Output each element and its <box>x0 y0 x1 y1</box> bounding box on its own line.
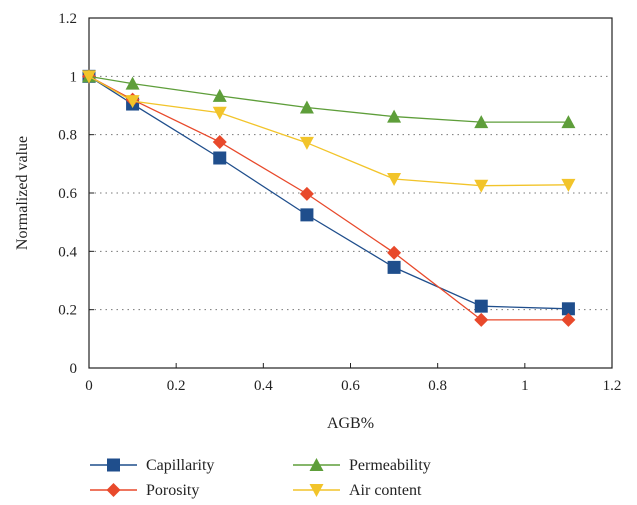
legend-marker <box>107 458 120 472</box>
x-tick-label: 1.2 <box>603 378 622 394</box>
legend-label: Porosity <box>146 482 199 499</box>
y-tick-label: 0.6 <box>58 186 77 202</box>
x-axis-title: AGB% <box>327 415 374 432</box>
data-point <box>125 76 140 90</box>
data-point <box>561 178 576 192</box>
y-tick-labels: 0 0.2 0.4 0.6 0.8 1 1.2 <box>58 11 77 377</box>
data-point <box>212 106 227 120</box>
x-tick-label: 0.8 <box>428 378 447 394</box>
legend-item: Air content <box>293 482 422 499</box>
legend-item: Porosity <box>90 482 199 499</box>
y-tick-label: 0 <box>70 361 78 377</box>
data-point <box>474 115 489 129</box>
series-porosity <box>82 69 576 327</box>
series-line <box>88 75 569 123</box>
x-tick-label: 0.6 <box>341 378 360 394</box>
legend-item: Capillarity <box>90 457 214 474</box>
legend-label: Air content <box>349 482 422 499</box>
x-tick-label: 0.4 <box>254 378 273 394</box>
series-line <box>88 75 569 321</box>
data-point <box>474 179 489 193</box>
data-point <box>561 115 576 129</box>
y-tick-label: 0.2 <box>58 303 77 319</box>
y-tick-label: 0.4 <box>58 244 77 260</box>
legend-marker <box>309 484 324 497</box>
y-axis-title: Normalized value <box>14 136 31 250</box>
series-line <box>88 75 569 187</box>
data-point <box>387 173 402 186</box>
x-tick-label: 1 <box>521 378 529 394</box>
y-tick-label: 1 <box>70 69 78 85</box>
data-point <box>300 208 314 222</box>
data-point <box>212 134 227 149</box>
series-group <box>82 69 576 327</box>
legend-marker <box>309 458 324 471</box>
data-point <box>213 151 227 165</box>
x-tick-labels: 0 0.2 0.4 0.6 0.8 1 1.2 <box>85 378 621 394</box>
data-point <box>299 136 314 150</box>
series-air-content <box>82 70 576 193</box>
data-point <box>212 88 227 102</box>
axes <box>88 17 613 369</box>
data-point <box>82 70 96 84</box>
data-point <box>561 302 575 316</box>
legend-item: Permeability <box>293 457 431 474</box>
data-point <box>474 312 489 327</box>
x-tick-label: 0 <box>85 378 93 394</box>
data-point <box>299 100 314 114</box>
legend-label: Permeability <box>349 457 431 474</box>
data-point <box>299 186 314 201</box>
legend-marker <box>106 483 121 497</box>
x-tick-label: 0.2 <box>167 378 186 394</box>
y-tick-label: 0.8 <box>58 128 77 144</box>
legend-label: Capillarity <box>146 457 214 474</box>
data-point <box>387 260 401 274</box>
gridlines <box>89 75 612 311</box>
legend: Capillarity Porosity Permeability Air conte… <box>90 457 431 499</box>
data-point <box>474 299 488 313</box>
y-tick-label: 1.2 <box>58 11 77 27</box>
data-point <box>125 95 140 109</box>
data-point <box>387 245 402 260</box>
series-permeability <box>82 69 576 129</box>
data-point <box>561 312 576 327</box>
data-point <box>387 109 402 123</box>
